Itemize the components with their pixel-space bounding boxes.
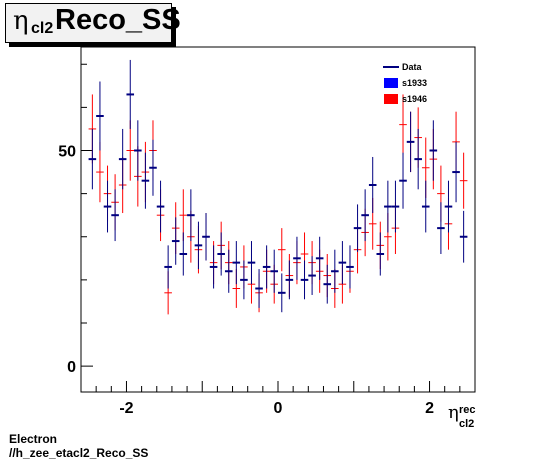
x-tick-label: 2	[425, 400, 434, 417]
legend-label: s1946	[402, 94, 427, 104]
y-tick-label: 0	[67, 359, 76, 376]
legend-label: Data	[402, 62, 423, 72]
legend-box-marker	[384, 78, 398, 88]
x-tick-label: 0	[274, 400, 283, 417]
legend-box-marker	[384, 94, 398, 104]
legend-label: s1933	[402, 78, 427, 88]
y-tick-label: 50	[58, 144, 76, 161]
x-axis-label-superscript: rec	[459, 404, 476, 416]
title-text: Reco_SS	[55, 4, 181, 36]
footer-line-2: //h_zee_etacl2_Reco_SS	[9, 446, 149, 460]
x-axis-label: η rec cl2	[448, 402, 476, 430]
title-subscript: cl2	[31, 20, 54, 37]
x-axis-label-subscript: cl2	[459, 418, 475, 430]
title-eta-symbol: η	[13, 6, 29, 36]
x-tick-label: -2	[119, 400, 133, 417]
series-data	[88, 59, 468, 313]
histogram-title-box: η cl2 Reco_SS	[5, 3, 181, 43]
x-axis-label-symbol: η	[448, 402, 459, 423]
footer-line-1: Electron	[9, 432, 58, 446]
legend: Data s1933 s1946	[383, 62, 427, 104]
